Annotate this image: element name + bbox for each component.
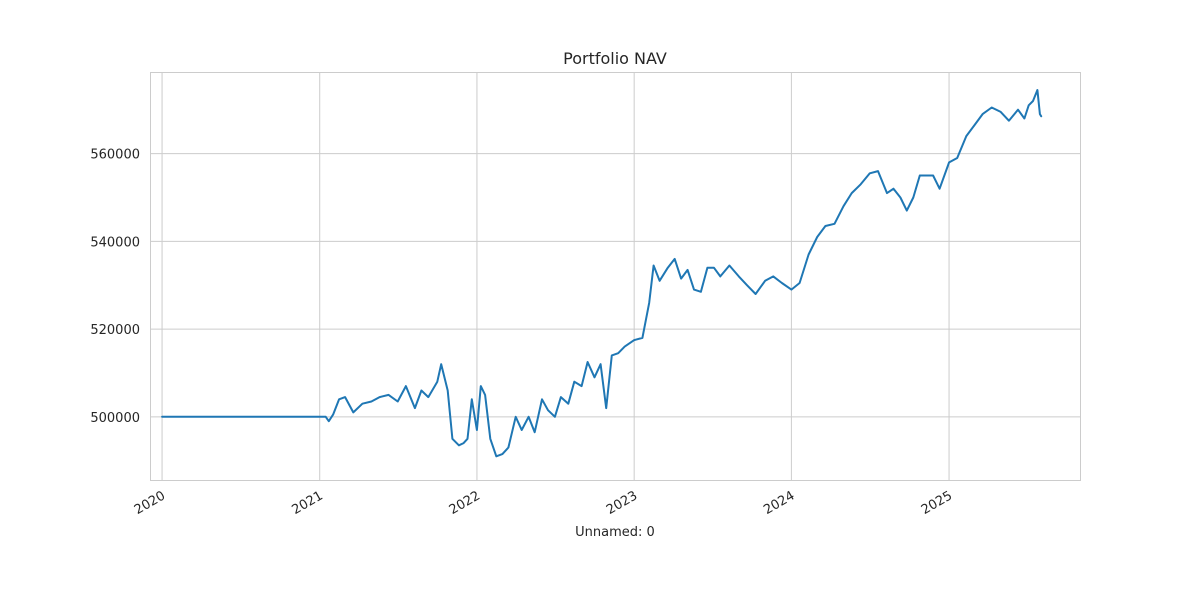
x-tick-label: 2020 xyxy=(132,488,168,518)
x-tick-labels: 2020 2021 2022 2023 2024 2025 xyxy=(132,488,955,518)
y-tick-label: 560000 xyxy=(90,148,140,163)
series-layer xyxy=(161,89,1043,458)
x-tick-label: 2024 xyxy=(761,488,797,518)
y-gridlines xyxy=(150,153,1080,418)
y-tick-label: 500000 xyxy=(90,411,140,426)
plot-frame xyxy=(150,72,1081,481)
x-tick-label: 2021 xyxy=(290,488,326,518)
x-tick-label: 2023 xyxy=(604,488,640,518)
y-tick-label: 540000 xyxy=(90,235,140,250)
x-axis-label: Unnamed: 0 xyxy=(575,525,655,540)
x-tick-label: 2022 xyxy=(447,488,483,518)
nav-series-line xyxy=(161,89,1043,458)
y-tick-labels: 500000 520000 540000 560000 xyxy=(90,148,140,426)
y-tick-label: 520000 xyxy=(90,323,140,338)
x-gridlines xyxy=(161,72,950,480)
x-tick-label: 2025 xyxy=(919,488,955,518)
chart-title: Portfolio NAV xyxy=(563,49,667,68)
